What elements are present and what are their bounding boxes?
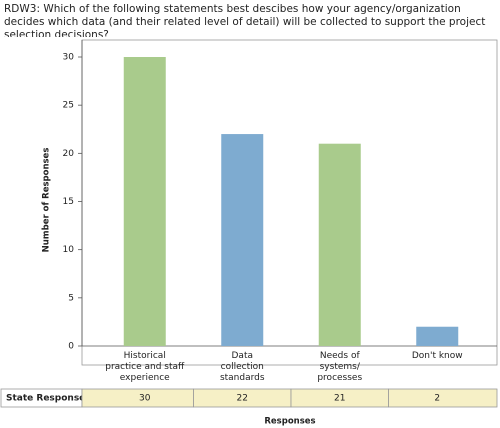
x-axis-label: Responses <box>264 417 315 427</box>
bar <box>221 134 264 346</box>
x-tick-label: Don't know <box>411 351 463 361</box>
table-cell <box>81 388 194 408</box>
table-cell <box>388 388 498 408</box>
bar <box>318 143 361 346</box>
y-tick-label: 15 <box>63 197 74 207</box>
title-box: RDW3: Which of the following statements … <box>4 3 486 37</box>
x-tick-label-box: Historical practice and staff experience <box>105 351 185 383</box>
y-tick-label: 5 <box>68 293 74 303</box>
bar <box>123 57 166 346</box>
x-tick-label-box: Needs of systems/ processes <box>317 351 363 383</box>
x-tick-label: Needs of systems/ processes <box>317 351 363 383</box>
y-tick-label: 20 <box>63 149 75 159</box>
table-value: 30 <box>139 394 151 404</box>
bar <box>416 326 459 346</box>
chart-title: RDW3: Which of the following statements … <box>4 3 486 37</box>
x-tick-label: Data collection standards <box>219 351 265 383</box>
y-axis-label: Number of Responses <box>42 148 52 253</box>
table-value: 21 <box>334 394 345 404</box>
y-tick-label: 25 <box>63 101 74 111</box>
y-tick-label: 30 <box>63 53 75 63</box>
y-tick-label: 0 <box>68 342 74 352</box>
table-row-label: State Responses <box>6 394 91 404</box>
table-value: 22 <box>237 394 248 404</box>
y-tick-label: 10 <box>63 245 75 255</box>
x-tick-label: Historical practice and staff experience <box>105 351 185 383</box>
x-tick-label-box: Don't know <box>411 351 463 361</box>
x-tick-label-box: Data collection standards <box>219 351 265 383</box>
table-value: 2 <box>434 394 440 404</box>
